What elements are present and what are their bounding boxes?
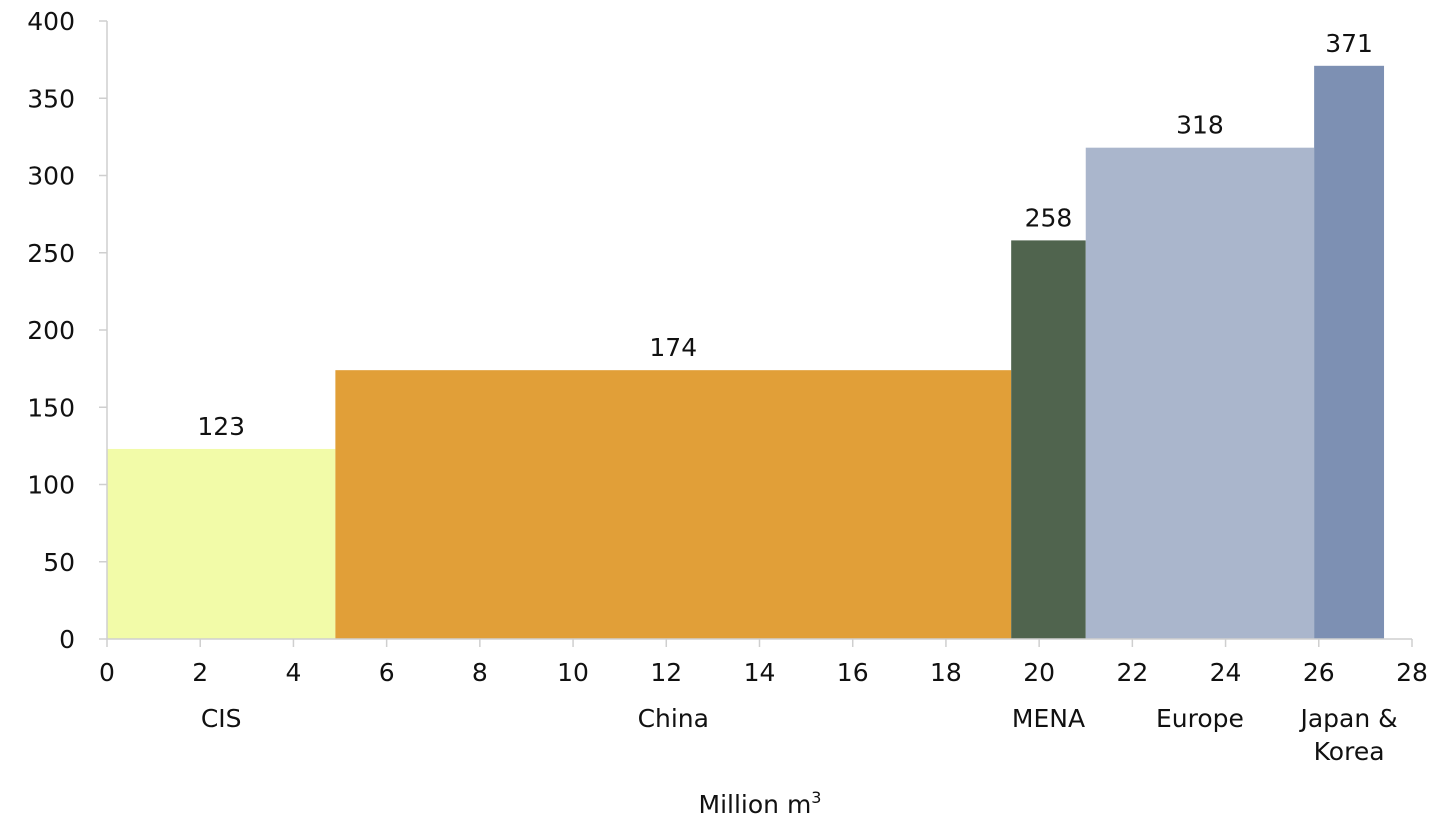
x-tick-label: 24 <box>1210 658 1242 687</box>
data-label: 258 <box>1025 203 1073 232</box>
axes-layer <box>99 20 1413 647</box>
x-tick-label: 6 <box>379 658 395 687</box>
y-tick-label: 250 <box>27 239 75 268</box>
x-tick-label: 4 <box>285 658 301 687</box>
x-tick-label: 12 <box>650 658 682 687</box>
bars-layer <box>107 65 1385 640</box>
x-tick-label: 26 <box>1303 658 1335 687</box>
y-tick-label: 350 <box>27 84 75 113</box>
category-label: MENA <box>1012 704 1085 733</box>
data-label: 371 <box>1325 29 1373 58</box>
category-label: CIS <box>201 704 242 733</box>
data-label: 318 <box>1176 111 1224 140</box>
bar-japan-korea <box>1314 65 1385 640</box>
bar-china <box>335 370 1012 639</box>
x-tick-label: 8 <box>472 658 488 687</box>
data-label: 123 <box>197 412 245 441</box>
bar-europe <box>1085 147 1315 639</box>
x-tick-label: 16 <box>837 658 869 687</box>
y-tick-label: 50 <box>43 548 75 577</box>
category-label: Europe <box>1156 704 1244 733</box>
x-tick-label: 28 <box>1396 658 1428 687</box>
x-tick-label: 20 <box>1023 658 1055 687</box>
x-tick-label: 14 <box>744 658 776 687</box>
y-tick-label: 0 <box>59 625 75 654</box>
y-tick-label: 150 <box>27 393 75 422</box>
x-tick-label: 0 <box>99 658 115 687</box>
x-tick-label: 10 <box>557 658 589 687</box>
y-tick-label: 300 <box>27 162 75 191</box>
category-labels-layer: CIS China MENA Europe Japan & Korea <box>201 704 1398 766</box>
y-tick-label: 200 <box>27 316 75 345</box>
category-label: Japan & Korea <box>1298 704 1397 766</box>
y-tick-label: 100 <box>27 471 75 500</box>
bar-cis <box>107 448 336 639</box>
bar-mena <box>1011 240 1086 639</box>
x-tick-label: 18 <box>930 658 962 687</box>
x-tick-label: 22 <box>1116 658 1148 687</box>
y-tick-label: 400 <box>27 7 75 36</box>
x-axis-title: Million m3 <box>699 788 822 819</box>
x-tick-label: 2 <box>192 658 208 687</box>
data-labels-layer: 123 174 258 318 371 <box>197 29 1373 441</box>
category-label: China <box>638 704 709 733</box>
data-label: 174 <box>649 333 697 362</box>
